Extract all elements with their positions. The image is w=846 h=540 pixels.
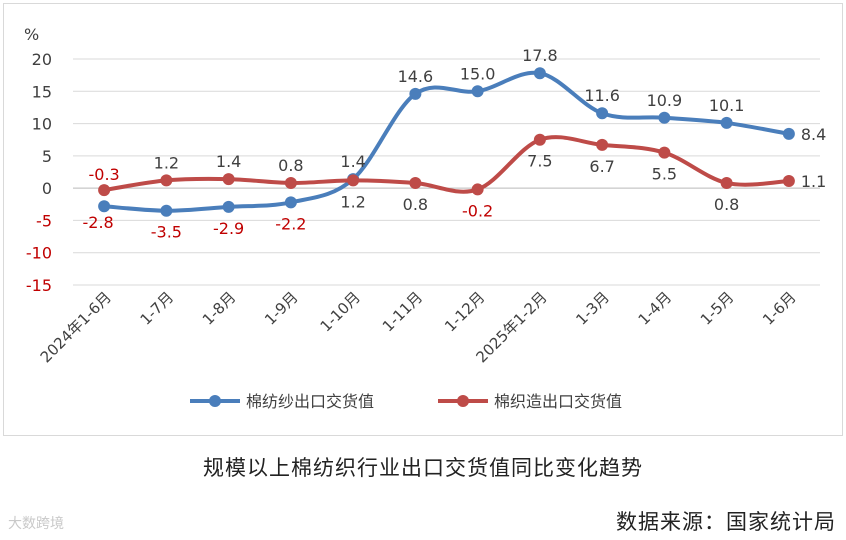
y-axis-label: % <box>24 25 39 44</box>
data-label: -0.3 <box>89 165 120 184</box>
data-label: 14.6 <box>398 67 434 86</box>
data-label: 0.8 <box>278 156 303 175</box>
y-tick-label: 0 <box>42 179 52 198</box>
x-tick-label: 1-4月 <box>635 288 676 329</box>
data-label: 17.8 <box>522 46 558 65</box>
data-point <box>533 133 546 146</box>
data-point <box>658 111 671 124</box>
data-label: 11.6 <box>584 86 620 105</box>
data-point <box>409 87 422 100</box>
legend-label: 棉纺纱出口交货值 <box>246 392 374 411</box>
x-tick-label: 1-5月 <box>697 288 738 329</box>
y-tick-label: 5 <box>42 147 52 166</box>
data-point <box>98 200 111 213</box>
data-label: 7.5 <box>527 152 552 171</box>
legend-marker <box>209 395 221 407</box>
data-label: 1.1 <box>801 172 826 191</box>
data-point <box>284 176 297 189</box>
y-tick-label: -15 <box>26 276 52 295</box>
x-tick-label: 1-3月 <box>572 288 613 329</box>
legend-label: 棉织造出口交货值 <box>494 392 622 411</box>
line-chart: 20 15 10 5 0 -5 -10 -15% 2024年1-6月 1-7月 1-8月 1-9月 1-… <box>24 25 826 411</box>
data-point <box>160 204 173 217</box>
watermark-logo: 大数跨境 <box>8 516 64 532</box>
chart-frame <box>3 3 843 436</box>
data-label: -3.5 <box>151 223 182 242</box>
data-point <box>222 173 235 186</box>
data-label: 1.2 <box>154 153 179 172</box>
data-label: 1.2 <box>340 192 365 211</box>
data-point <box>782 127 795 140</box>
data-label: 15.0 <box>460 64 496 83</box>
data-label: -2.8 <box>83 213 114 232</box>
data-point <box>471 85 484 98</box>
legend-marker <box>457 395 469 407</box>
data-point <box>409 176 422 189</box>
data-label: 0.8 <box>714 195 739 214</box>
data-point <box>347 174 360 187</box>
x-tick-label: 1-8月 <box>199 288 240 329</box>
data-point <box>782 175 795 188</box>
y-tick-label: 15 <box>32 82 52 101</box>
data-label: 0.8 <box>403 195 428 214</box>
x-tick-label: 1-9月 <box>261 288 302 329</box>
data-point <box>160 174 173 187</box>
data-point <box>720 176 733 189</box>
data-point <box>658 146 671 159</box>
data-point <box>284 196 297 209</box>
data-point <box>222 200 235 213</box>
y-tick-label: -10 <box>26 244 52 263</box>
data-point <box>596 138 609 151</box>
data-label: -2.9 <box>213 219 244 238</box>
data-point <box>720 116 733 129</box>
data-label: -0.2 <box>462 201 493 220</box>
data-label: 10.9 <box>647 91 683 110</box>
y-tick-label: -5 <box>36 211 52 230</box>
data-label: 5.5 <box>652 165 677 184</box>
data-source: 数据来源：国家统计局 <box>616 510 836 534</box>
x-tick-label: 1-12月 <box>441 288 488 335</box>
data-point <box>471 183 484 196</box>
data-label: 8.4 <box>801 125 826 144</box>
y-tick-label: 10 <box>32 115 52 134</box>
data-label: 1.4 <box>340 152 365 171</box>
chart-caption: 规模以上棉纺织行业出口交货值同比变化趋势 <box>203 456 643 480</box>
x-tick-label: 1-6月 <box>759 288 800 329</box>
data-label: -2.2 <box>275 214 306 233</box>
x-tick-label: 1-7月 <box>137 288 178 329</box>
y-tick-label: 20 <box>32 50 52 69</box>
series-line-cotton-weaving <box>102 135 791 194</box>
data-point <box>533 67 546 80</box>
data-label: 10.1 <box>709 96 745 115</box>
x-tick-label: 1-10月 <box>317 288 364 335</box>
x-tick-label: 1-11月 <box>379 288 426 335</box>
data-point <box>98 184 111 197</box>
data-label: 1.4 <box>216 152 241 171</box>
data-point <box>596 107 609 120</box>
data-label: 6.7 <box>589 157 614 176</box>
x-tick-label: 2024年1-6月 <box>37 288 115 366</box>
